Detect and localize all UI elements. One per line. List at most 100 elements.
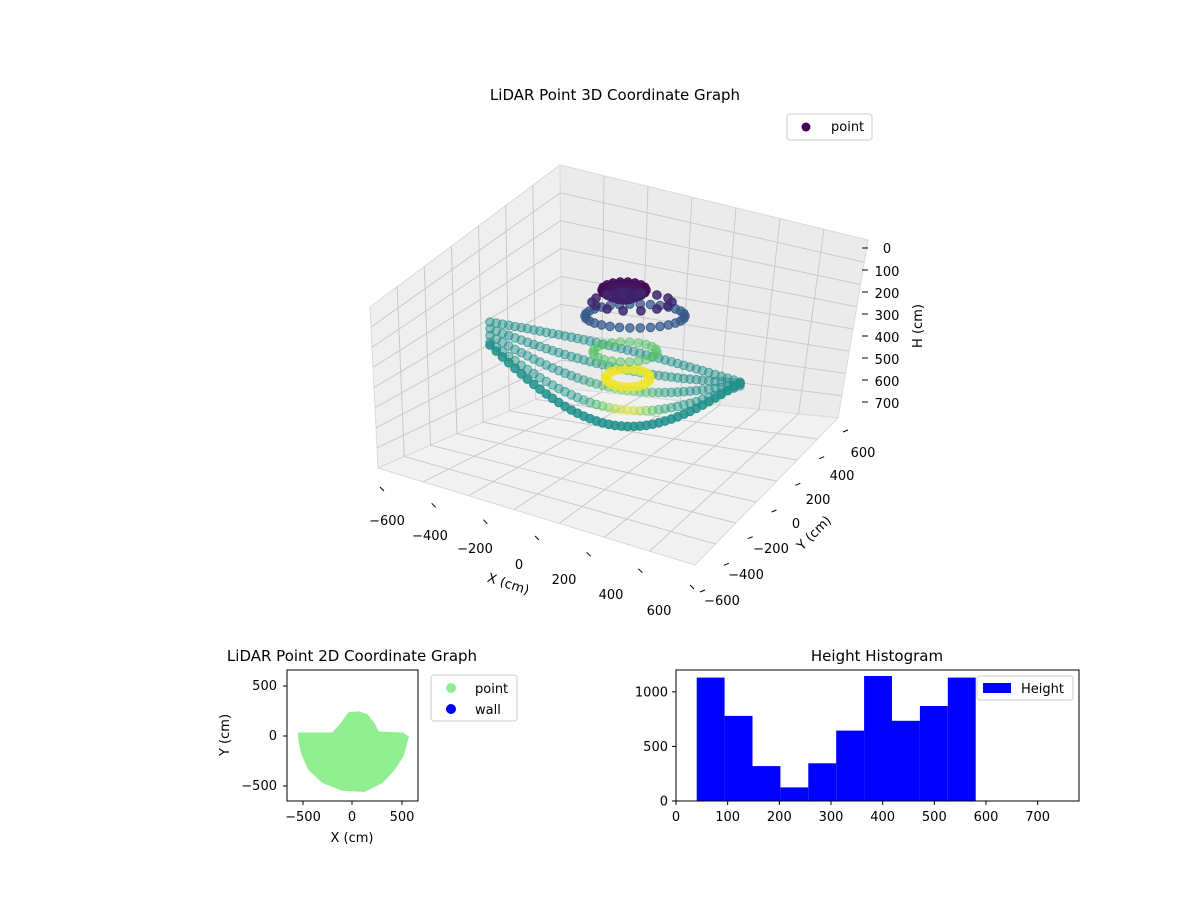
x-axis-3d-ticks: −600 −400 −200 0 200 400 600 xyxy=(369,514,671,619)
point-3d xyxy=(522,374,533,384)
point-3d xyxy=(602,290,612,300)
x2d-axis-label: X (cm) xyxy=(331,831,374,846)
legend-2d-label-point: point xyxy=(475,682,508,697)
point-3d xyxy=(735,381,745,391)
histogram-bar xyxy=(947,677,976,801)
histogram-bar xyxy=(919,706,948,801)
y2d-axis-label: Y (cm) xyxy=(218,714,233,757)
x3d-tick: 0 xyxy=(515,558,523,573)
grid-line-3d xyxy=(649,413,799,552)
grid-line-3d xyxy=(558,404,721,524)
z3d-tick: 500 xyxy=(875,353,900,368)
point-3d xyxy=(599,339,609,350)
legend-histogram: Height xyxy=(976,675,1074,701)
x3d-tick: 600 xyxy=(647,604,672,619)
x3d-tick-mark xyxy=(637,568,643,574)
y3d-tick-mark xyxy=(842,429,849,433)
legend-histogram-label: Height xyxy=(1021,682,1064,697)
histogram-bars xyxy=(696,676,976,801)
z3d-tick: 200 xyxy=(875,287,900,302)
point-3d xyxy=(618,306,628,316)
grid-line-3d xyxy=(375,331,562,429)
histogram-x-tick-label: 400 xyxy=(870,810,895,825)
point-3d xyxy=(602,304,612,314)
x2d-tick: −500 xyxy=(285,810,321,825)
legend-2d-marker-wall xyxy=(446,704,456,714)
x3d-tick-mark xyxy=(431,502,437,508)
grid-line-3d xyxy=(513,400,681,510)
point-3d xyxy=(618,288,628,299)
histogram-bar xyxy=(892,720,920,801)
point-3d xyxy=(645,322,656,333)
y3d-tick: −600 xyxy=(704,594,740,609)
histogram-frame xyxy=(675,669,1080,802)
grid-line-3d xyxy=(370,192,561,328)
z-axis-3d-ticks: 0 100 200 300 400 500 600 700 xyxy=(875,242,900,412)
x2d-tick: 500 xyxy=(390,810,415,825)
point-cloud-2d xyxy=(298,711,409,792)
z3d-tick: 300 xyxy=(875,309,900,324)
histogram-x-tick-label: 100 xyxy=(715,810,740,825)
point-3d xyxy=(624,357,635,367)
histogram-x-tick-label: 300 xyxy=(819,810,844,825)
y3d-tick: −400 xyxy=(728,568,764,583)
histogram-y-tick-label: 1000 xyxy=(635,685,668,700)
pane-floor xyxy=(376,387,840,566)
point-3d xyxy=(663,320,674,330)
y3d-tick: 600 xyxy=(851,446,876,461)
point-3d xyxy=(615,337,626,347)
y3d-tick: 200 xyxy=(806,493,831,508)
legend-2d-label-wall: wall xyxy=(475,703,501,718)
legend-2d-marker-point xyxy=(446,683,456,693)
histogram-bar xyxy=(752,766,781,801)
point-3d xyxy=(652,304,662,314)
histogram-bar xyxy=(808,763,837,801)
legend-3d: point xyxy=(786,113,873,141)
legend-3d-marker xyxy=(801,122,811,132)
chart-2d: LiDAR Point 2D Coordinate Graph −500 0 5… xyxy=(218,647,518,846)
point-3d xyxy=(650,344,661,355)
y3d-tick-mark xyxy=(723,562,730,566)
z3d-tick: 400 xyxy=(875,331,900,346)
z3d-tick: 600 xyxy=(875,375,900,390)
y3d-tick: 0 xyxy=(792,517,800,532)
x3d-tick-mark xyxy=(689,584,695,590)
point-3d xyxy=(529,379,539,390)
histogram-y-ticks: 0 500 1000 xyxy=(635,685,676,810)
x3d-tick-mark xyxy=(586,551,592,557)
point-3d xyxy=(641,354,651,365)
y2d-tick: −500 xyxy=(241,779,277,794)
legend-3d-box xyxy=(786,113,873,141)
grid-line-3d xyxy=(560,220,861,285)
point-3d xyxy=(633,356,644,366)
point-3d xyxy=(606,338,617,348)
histogram-bar xyxy=(836,730,865,801)
histogram-bar xyxy=(780,787,809,801)
histogram-bar xyxy=(696,677,725,801)
histogram-title: Height Histogram xyxy=(811,647,943,665)
y3d-tick-mark xyxy=(699,589,706,593)
y3d-tick-mark xyxy=(747,536,753,540)
x3d-tick: 400 xyxy=(599,588,624,603)
grid-line-3d xyxy=(373,276,562,388)
histogram-x-ticks: 0 100 200 300 400 500 600 700 xyxy=(672,801,1050,825)
grid-line-3d xyxy=(561,359,842,397)
chart-3d-title: LiDAR Point 3D Coordinate Graph xyxy=(490,86,740,104)
y3d-tick-mark xyxy=(795,482,801,486)
grid-line-3d xyxy=(604,409,760,538)
x3d-tick: −600 xyxy=(369,514,405,529)
grid-line-3d xyxy=(376,359,562,449)
histogram-y-tick-label: 500 xyxy=(643,740,668,755)
z3d-axis-label: H (cm) xyxy=(911,304,926,348)
point-3d xyxy=(644,370,655,381)
histogram-x-tick-label: 700 xyxy=(1025,810,1050,825)
x3d-tick: −200 xyxy=(457,542,493,557)
legend-3d-label: point xyxy=(831,120,864,135)
y3d-tick: 400 xyxy=(830,469,855,484)
point-3d xyxy=(591,293,601,303)
point-3d xyxy=(663,293,673,303)
point-3d xyxy=(535,384,545,395)
point-3d xyxy=(636,288,646,299)
point-3d xyxy=(606,356,617,366)
histogram-x-tick-label: 600 xyxy=(974,810,999,825)
